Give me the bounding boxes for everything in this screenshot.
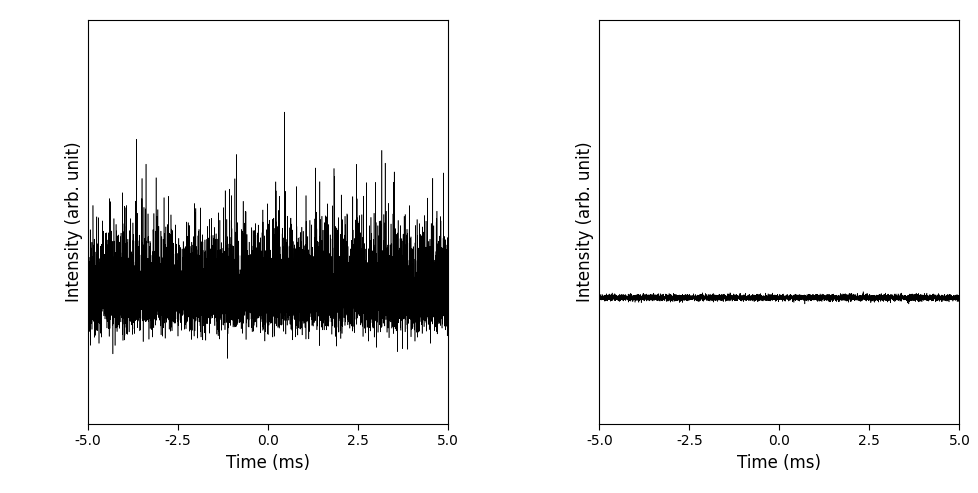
X-axis label: Time (ms): Time (ms) [736, 454, 821, 472]
Y-axis label: Intensity (arb. unit): Intensity (arb. unit) [575, 141, 594, 302]
X-axis label: Time (ms): Time (ms) [226, 454, 310, 472]
Y-axis label: Intensity (arb. unit): Intensity (arb. unit) [65, 141, 82, 302]
